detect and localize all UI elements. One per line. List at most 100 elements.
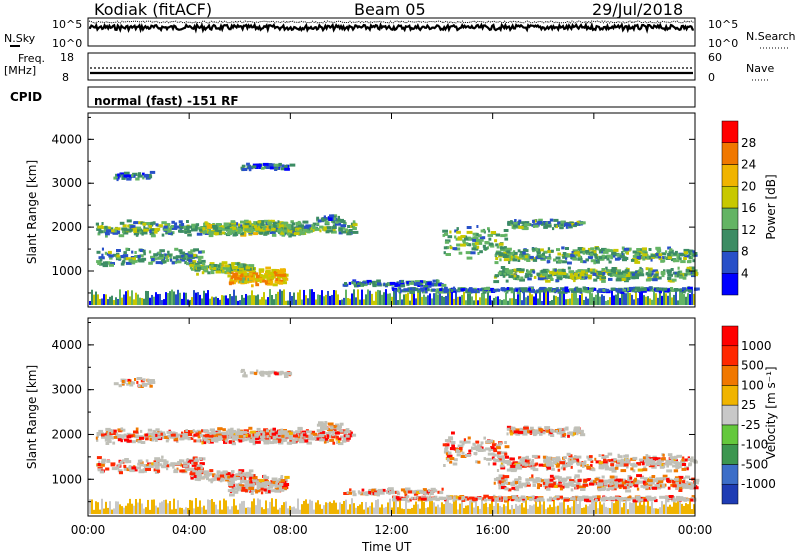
data-cell <box>487 439 494 443</box>
data-cell <box>685 269 690 273</box>
data-cell <box>203 434 206 438</box>
data-cell <box>642 257 646 261</box>
data-cell <box>101 433 105 437</box>
data-cell <box>264 281 271 285</box>
data-cell <box>650 460 655 464</box>
data-cell <box>573 476 577 480</box>
data-cell <box>565 254 571 258</box>
data-cell <box>226 232 232 235</box>
data-cell <box>371 280 377 284</box>
data-cell <box>559 225 564 229</box>
data-cell <box>657 480 664 484</box>
data-cell <box>651 478 658 482</box>
data-cell <box>480 441 484 445</box>
data-cell <box>259 435 266 439</box>
data-cell <box>496 245 500 249</box>
data-cell <box>607 300 609 305</box>
data-cell <box>554 268 557 272</box>
data-cell <box>160 261 163 265</box>
data-cell <box>319 225 324 229</box>
data-cell <box>685 296 687 305</box>
data-cell <box>542 255 546 259</box>
data-cell <box>289 163 296 167</box>
data-cell <box>663 269 666 273</box>
data-cell <box>121 297 123 305</box>
data-cell <box>501 455 506 459</box>
data-cell <box>569 272 574 276</box>
data-cell <box>576 220 580 224</box>
data-cell <box>517 259 521 262</box>
data-cell <box>207 499 209 514</box>
data-cell <box>667 256 672 260</box>
data-cell <box>503 475 510 479</box>
data-cell <box>398 281 401 285</box>
data-cell <box>201 441 207 445</box>
data-cell <box>665 293 667 305</box>
data-cell <box>666 464 669 468</box>
data-cell <box>338 231 343 235</box>
data-cell <box>673 294 675 305</box>
data-cell <box>232 226 237 230</box>
data-cell <box>609 467 615 471</box>
data-cell <box>251 290 253 305</box>
data-cell <box>499 246 505 250</box>
data-cell <box>264 231 270 235</box>
data-cell <box>117 434 121 438</box>
data-cell <box>135 499 137 514</box>
data-cell <box>238 484 244 488</box>
data-cell <box>173 498 175 514</box>
data-cell <box>266 274 272 278</box>
data-cell <box>143 252 146 256</box>
data-cell <box>500 248 505 252</box>
data-cell <box>555 279 560 283</box>
data-cell <box>245 472 248 476</box>
data-cell <box>188 254 193 258</box>
data-cell <box>235 231 241 235</box>
data-cell <box>347 225 351 228</box>
data-cell <box>237 228 243 232</box>
data-cell <box>279 507 281 514</box>
data-cell <box>233 498 235 514</box>
velocity-heatmap <box>89 368 700 514</box>
data-cell <box>316 216 320 220</box>
data-cell <box>157 294 159 305</box>
data-cell <box>642 468 648 472</box>
data-cell <box>468 243 472 247</box>
data-cell <box>176 439 179 443</box>
data-cell <box>148 465 154 468</box>
data-cell <box>504 248 511 252</box>
data-cell <box>557 221 562 225</box>
data-cell <box>531 505 533 514</box>
data-cell <box>285 300 287 305</box>
data-cell <box>574 474 580 478</box>
data-cell <box>661 501 663 514</box>
data-cell <box>529 289 536 293</box>
data-cell <box>669 462 673 466</box>
data-cell <box>681 458 685 462</box>
data-cell <box>683 257 687 260</box>
data-cell <box>237 470 242 474</box>
station-title: Kodiak (fitACF) <box>94 0 213 19</box>
data-cell <box>284 480 287 484</box>
data-cell <box>137 172 142 176</box>
data-cell <box>613 295 615 305</box>
data-cell <box>590 259 596 263</box>
data-cell <box>279 275 283 279</box>
data-cell <box>617 455 623 459</box>
data-cell <box>527 272 532 276</box>
data-cell <box>427 507 429 514</box>
data-cell <box>605 506 607 514</box>
data-cell <box>461 294 463 305</box>
data-cell <box>525 272 529 276</box>
data-cell <box>138 435 144 439</box>
data-cell <box>216 229 220 233</box>
data-cell <box>410 289 415 293</box>
data-cell <box>601 454 605 458</box>
data-cell <box>123 464 126 468</box>
data-cell <box>565 275 570 279</box>
data-cell <box>676 454 682 458</box>
data-cell <box>337 442 344 446</box>
data-cell <box>281 233 286 237</box>
data-cell <box>116 254 120 258</box>
data-cell <box>261 507 263 514</box>
